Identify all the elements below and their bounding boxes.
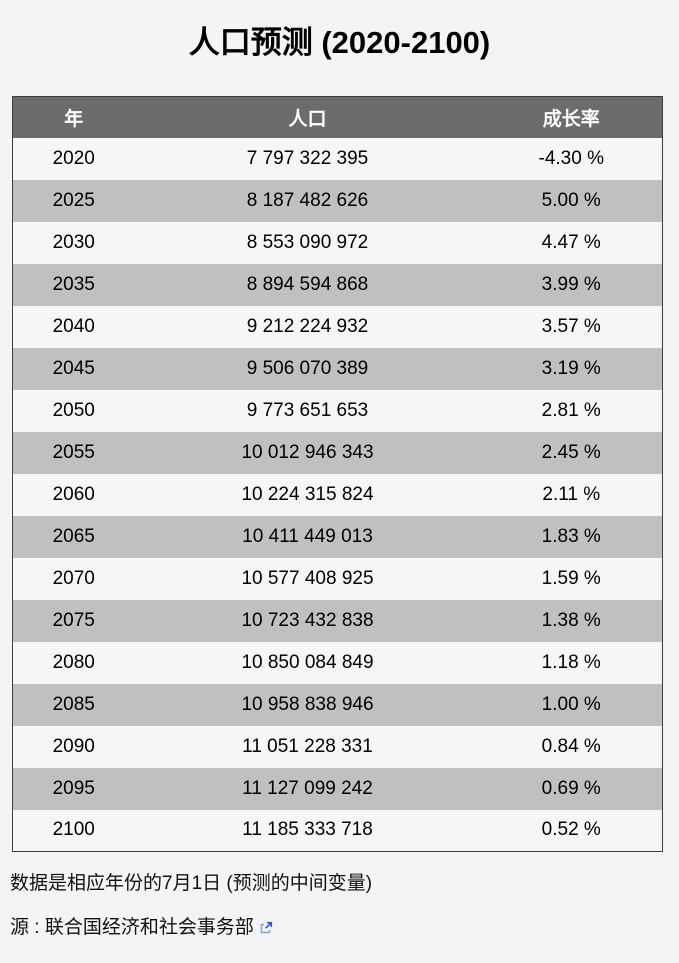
growth-cell: 1.18 %: [541, 651, 601, 673]
population-cell: 8 894 594 868: [246, 273, 369, 295]
growth-cell: -4.30 %: [538, 147, 604, 169]
population-cell: 11 051 228 331: [242, 735, 373, 757]
year-cell: 2095: [52, 777, 95, 799]
col-header-growth: 成长率: [480, 96, 663, 138]
year-cell: 2080: [52, 651, 95, 673]
population-cell: 10 224 315 824: [241, 483, 374, 505]
growth-cell: 1.38 %: [541, 609, 601, 631]
year-cell: 2030: [52, 231, 95, 253]
year-cell: 2060: [52, 483, 95, 505]
population-cell: 10 958 838 946: [241, 693, 374, 715]
population-cell: 11 127 099 242: [242, 777, 373, 799]
year-cell: 2100: [52, 819, 95, 841]
growth-cell: 4.47 %: [541, 231, 601, 253]
growth-cell: 3.57 %: [541, 315, 601, 337]
growth-cell: 5.00 %: [541, 189, 601, 211]
table-row: 2090 11 051 228 331 0.84 %: [12, 725, 663, 768]
year-cell: 2085: [52, 693, 95, 715]
table-row: 2100 11 185 333 718 0.52 %: [12, 809, 663, 852]
year-cell: 2050: [52, 399, 95, 421]
source-label: 源 :: [10, 917, 40, 938]
year-cell: 2035: [52, 273, 95, 295]
growth-cell: 3.99 %: [541, 273, 601, 295]
population-cell: 11 185 333 718: [242, 819, 373, 841]
year-cell: 2065: [52, 525, 95, 547]
table-row: 2045 9 506 070 389 3.19 %: [12, 347, 663, 390]
table-row: 2070 10 577 408 925 1.59 %: [12, 557, 663, 600]
table-row: 2080 10 850 084 849 1.18 %: [12, 641, 663, 684]
col-header-population: 人口: [134, 96, 481, 138]
table-row: 2095 11 127 099 242 0.69 %: [12, 767, 663, 810]
growth-cell: 1.00 %: [541, 693, 601, 715]
year-cell: 2020: [52, 147, 95, 169]
population-cell: 10 577 408 925: [241, 567, 374, 589]
table-row: 2085 10 958 838 946 1.00 %: [12, 683, 663, 726]
table-row: 2060 10 224 315 824 2.11 %: [12, 473, 663, 516]
table-row: 2040 9 212 224 932 3.57 %: [12, 305, 663, 348]
table-row: 2055 10 012 946 343 2.45 %: [12, 431, 663, 474]
table-row: 2050 9 773 651 653 2.81 %: [12, 389, 663, 432]
growth-cell: 0.69 %: [541, 777, 601, 799]
growth-cell: 0.84 %: [541, 735, 601, 757]
population-forecast-table: 年 人口 成长率 2020 7 797 322 395 -4.30 % 2025 8 1…: [12, 96, 663, 852]
population-cell: 9 506 070 389: [246, 357, 369, 379]
growth-cell: 2.45 %: [541, 441, 601, 463]
growth-cell: 0.52 %: [541, 819, 601, 841]
population-cell: 10 850 084 849: [241, 651, 374, 673]
population-cell: 10 723 432 838: [241, 609, 374, 631]
source-link[interactable]: 联合国经济和社会事务部: [44, 917, 254, 938]
population-cell: 9 773 651 653: [246, 399, 369, 421]
table-body: 2020 7 797 322 395 -4.30 % 2025 8 187 482 62…: [12, 137, 663, 852]
year-cell: 2075: [52, 609, 95, 631]
growth-cell: 2.11 %: [542, 483, 601, 505]
growth-cell: 1.83 %: [541, 525, 601, 547]
external-link-icon[interactable]: [260, 918, 273, 940]
table-row: 2025 8 187 482 626 5.00 %: [12, 179, 663, 222]
page-title: 人口预测 (2020-2100): [188, 25, 491, 60]
population-cell: 8 553 090 972: [246, 231, 369, 253]
table-row: 2065 10 411 449 013 1.83 %: [12, 515, 663, 558]
page: 人口预测 (2020-2100) 年 人口 成长率 2020 7 797 322 …: [10, 25, 679, 940]
population-cell: 8 187 482 626: [246, 189, 369, 211]
population-cell: 9 212 224 932: [246, 315, 369, 337]
source-line: 源 : 联合国经济和社会事务部: [10, 912, 679, 940]
year-cell: 2040: [52, 315, 95, 337]
year-cell: 2090: [52, 735, 95, 757]
table-row: 2075 10 723 432 838 1.38 %: [12, 599, 663, 642]
population-cell: 10 411 449 013: [242, 525, 373, 547]
growth-cell: 1.59 %: [541, 567, 601, 589]
table-header-row: 年 人口 成长率: [12, 96, 663, 138]
year-cell: 2045: [52, 357, 95, 379]
footnote: 数据是相应年份的7月1日 (预测的中间变量): [10, 873, 373, 894]
year-cell: 2055: [52, 441, 95, 463]
table-row: 2035 8 894 594 868 3.99 %: [12, 263, 663, 306]
year-cell: 2025: [52, 189, 95, 211]
col-header-year: 年: [12, 96, 135, 138]
table-row: 2030 8 553 090 972 4.47 %: [12, 221, 663, 264]
growth-cell: 2.81 %: [541, 399, 601, 421]
population-cell: 10 012 946 343: [241, 441, 374, 463]
year-cell: 2070: [52, 567, 95, 589]
population-cell: 7 797 322 395: [246, 147, 369, 169]
table-row: 2020 7 797 322 395 -4.30 %: [12, 137, 663, 180]
growth-cell: 3.19 %: [541, 357, 601, 379]
